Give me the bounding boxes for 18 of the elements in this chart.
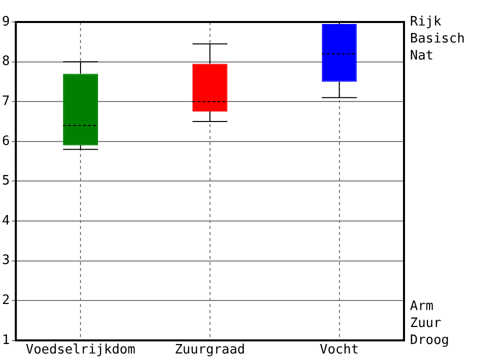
y-tick-label: 1 [2, 332, 10, 348]
y-tick-label: 8 [2, 54, 10, 70]
text: Droog [410, 332, 450, 348]
y-tick-label: 9 [2, 14, 10, 30]
y-tick-label: 3 [2, 253, 10, 268]
y-tick-label: 2 [2, 292, 10, 308]
y-tick-label: 4 [2, 213, 10, 228]
y-tick-label: 5 [2, 174, 10, 189]
text: Rijk [410, 14, 442, 30]
x-tick-label: Voedselrijkdom [26, 342, 136, 358]
text: Nat [410, 48, 434, 64]
y-tick-label: 7 [2, 94, 10, 109]
text: Basisch [410, 31, 465, 46]
x-tick-label: Zuurgraad [174, 342, 246, 358]
y-tick-label: 6 [2, 134, 10, 149]
x-tick-label: Vocht [320, 342, 359, 358]
text: Zuur [410, 316, 442, 331]
text: Arm [410, 298, 434, 314]
